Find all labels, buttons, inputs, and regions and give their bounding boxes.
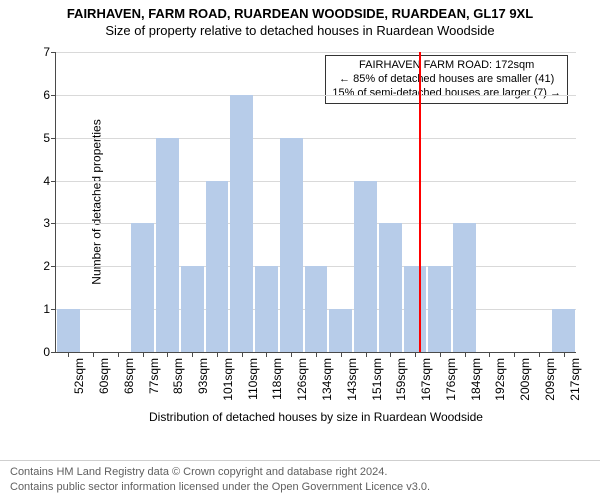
x-tick-label: 217sqm (568, 358, 582, 401)
footer: Contains HM Land Registry data © Crown c… (0, 460, 600, 500)
x-tick-label: 77sqm (147, 358, 161, 394)
bar (379, 223, 402, 352)
bar (206, 181, 229, 352)
y-tick-label: 3 (30, 216, 56, 230)
bar (428, 266, 451, 352)
x-tick-label: 60sqm (97, 358, 111, 394)
x-tick (465, 352, 466, 357)
annotation-line: 15% of semi-detached houses are larger (… (332, 87, 561, 101)
x-tick-label: 184sqm (469, 358, 483, 401)
chart-area: Number of detached properties Distributi… (0, 44, 600, 424)
x-tick (242, 352, 243, 357)
x-tick (341, 352, 342, 357)
x-tick (118, 352, 119, 357)
gridline (56, 138, 576, 139)
x-tick-label: 159sqm (394, 358, 408, 401)
y-tick-label: 1 (30, 302, 56, 316)
footer-line-2: Contains public sector information licen… (10, 480, 590, 494)
x-tick (217, 352, 218, 357)
reference-line (419, 52, 421, 352)
bar (181, 266, 204, 352)
bar (305, 266, 328, 352)
bar (329, 309, 352, 352)
x-tick (489, 352, 490, 357)
bar (354, 181, 377, 352)
x-tick-label: 143sqm (345, 358, 359, 401)
y-axis-title: Number of detached properties (90, 119, 104, 284)
x-tick-label: 209sqm (543, 358, 557, 401)
page-subtitle: Size of property relative to detached ho… (0, 21, 600, 38)
x-tick (366, 352, 367, 357)
gridline (56, 181, 576, 182)
bar (404, 266, 427, 352)
x-tick (167, 352, 168, 357)
bar (255, 266, 278, 352)
x-tick-label: 93sqm (196, 358, 210, 394)
gridline (56, 52, 576, 53)
x-tick (316, 352, 317, 357)
x-tick-label: 151sqm (370, 358, 384, 401)
bar (453, 223, 476, 352)
bar (552, 309, 575, 352)
x-tick (192, 352, 193, 357)
bar (280, 138, 303, 352)
x-tick (266, 352, 267, 357)
annotation-line: FAIRHAVEN FARM ROAD: 172sqm (332, 59, 561, 73)
y-tick-label: 5 (30, 131, 56, 145)
bar (131, 223, 154, 352)
x-tick-label: 200sqm (518, 358, 532, 401)
x-tick-label: 176sqm (444, 358, 458, 401)
x-tick (68, 352, 69, 357)
page-title: FAIRHAVEN, FARM ROAD, RUARDEAN WOODSIDE,… (0, 0, 600, 21)
bar (230, 95, 253, 352)
gridline (56, 95, 576, 96)
y-tick-label: 7 (30, 45, 56, 59)
x-tick (93, 352, 94, 357)
x-tick (440, 352, 441, 357)
x-tick (564, 352, 565, 357)
x-tick-label: 167sqm (419, 358, 433, 401)
y-tick-label: 6 (30, 88, 56, 102)
plot-area: Number of detached properties Distributi… (55, 52, 576, 353)
x-tick-label: 85sqm (171, 358, 185, 394)
bar (156, 138, 179, 352)
y-tick-label: 0 (30, 345, 56, 359)
x-tick-label: 118sqm (270, 358, 284, 400)
annotation-box: FAIRHAVEN FARM ROAD: 172sqm← 85% of deta… (325, 55, 568, 104)
footer-line-1: Contains HM Land Registry data © Crown c… (10, 465, 590, 479)
x-tick-label: 68sqm (122, 358, 136, 394)
y-tick-label: 2 (30, 259, 56, 273)
y-tick-label: 4 (30, 174, 56, 188)
x-tick (143, 352, 144, 357)
annotation-line: ← 85% of detached houses are smaller (41… (332, 73, 561, 87)
x-tick-label: 101sqm (221, 358, 235, 401)
x-tick (390, 352, 391, 357)
x-axis-title: Distribution of detached houses by size … (56, 410, 576, 424)
x-tick (415, 352, 416, 357)
x-tick (291, 352, 292, 357)
bar (57, 309, 80, 352)
x-tick-label: 52sqm (72, 358, 86, 394)
x-tick-label: 192sqm (493, 358, 507, 401)
x-tick (539, 352, 540, 357)
chart-container: FAIRHAVEN, FARM ROAD, RUARDEAN WOODSIDE,… (0, 0, 600, 500)
x-tick-label: 126sqm (295, 358, 309, 401)
x-tick (514, 352, 515, 357)
x-tick-label: 110sqm (246, 358, 260, 400)
x-tick-label: 134sqm (320, 358, 334, 401)
